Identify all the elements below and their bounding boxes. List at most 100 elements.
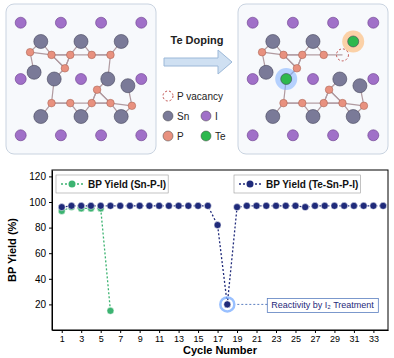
legend-item: BP Yield (Sn-P-I) (56, 175, 168, 193)
data-point (243, 202, 250, 209)
atom-legend-swatch (163, 91, 173, 101)
y-tick-mark (49, 279, 52, 280)
phosphorus-atom (298, 51, 306, 59)
y-axis: 20406080100120 (29, 171, 52, 331)
phosphorus-atom (280, 99, 288, 107)
phosphorus-atom (293, 64, 301, 72)
x-tick: 25 (291, 330, 301, 344)
data-point (273, 202, 280, 209)
x-tick-label: 19 (233, 334, 243, 344)
x-tick-mark (354, 330, 355, 333)
x-tick: 3 (79, 330, 84, 344)
sn-atom (353, 79, 367, 93)
data-point (311, 202, 318, 209)
data-point (146, 202, 153, 209)
iodine-atom (136, 130, 147, 141)
iodine-atom (76, 74, 87, 85)
x-tick-mark (159, 330, 160, 333)
sn-atom (34, 34, 48, 48)
iodine-atom (328, 130, 339, 141)
te-atom (281, 74, 292, 85)
phosphorus-atom (48, 99, 56, 107)
atom-legend-swatch (163, 111, 173, 121)
x-tick-mark (315, 330, 316, 333)
pristine-structure (6, 4, 156, 154)
legend-label: BP Yield (Sn-P-I) (88, 179, 166, 190)
y-tick: 60 (35, 248, 52, 259)
iodine-atom (55, 130, 66, 141)
phosphorus-atom (298, 99, 306, 107)
phosphorus-atom (107, 51, 115, 59)
data-point (87, 202, 94, 209)
phosphorus-atom (61, 64, 69, 72)
data-point (253, 202, 260, 209)
data-point (360, 202, 367, 209)
x-tick-mark (140, 330, 141, 333)
phosphorus-atom (93, 86, 101, 94)
annotation-highlight (220, 297, 234, 311)
legend-box (234, 175, 360, 193)
bonds (262, 41, 364, 116)
annotation-box (267, 298, 378, 312)
plot-frame (52, 170, 388, 330)
phosphorus-atom (128, 102, 136, 110)
iodine-atom (247, 17, 258, 28)
te-glow (342, 30, 364, 52)
x-tick-mark (198, 330, 199, 333)
x-tick: 21 (252, 330, 262, 344)
doping-arrow (164, 50, 232, 74)
sn-atom (266, 110, 280, 124)
x-tick: 27 (310, 330, 320, 344)
data-point (156, 202, 163, 209)
iodine-atom (287, 130, 298, 141)
y-tick-label: 80 (35, 222, 47, 233)
y-axis-line (52, 171, 53, 331)
sn-atom (34, 110, 48, 124)
iodine-atom (287, 17, 298, 28)
atom-legend-label: P (177, 131, 184, 142)
x-tick-mark (179, 330, 180, 333)
x-tick-mark (334, 330, 335, 333)
legend-box (56, 175, 168, 193)
y-tick-label: 40 (35, 274, 47, 285)
y-tick-mark (49, 304, 52, 305)
series-line (62, 207, 111, 311)
doped-structure (238, 4, 388, 154)
figure: Te DopingP vacancySnIPTe1357911131517192… (0, 0, 394, 358)
atom-legend-item: I (201, 111, 218, 122)
x-tick-mark (373, 330, 374, 333)
te-atom (348, 36, 359, 47)
phosphorus-atom (66, 99, 74, 107)
iodine-atom (136, 74, 147, 85)
p-vacancy (336, 49, 348, 61)
atom-legend-item: Te (201, 131, 226, 142)
data-point (107, 307, 114, 314)
plot-area (58, 202, 386, 314)
iodine-atom (247, 130, 258, 141)
x-tick-mark (81, 330, 82, 333)
x-tick-label: 29 (330, 334, 340, 344)
x-tick-mark (62, 330, 63, 333)
iodine-atom (15, 17, 26, 28)
x-tick-mark (237, 330, 238, 333)
y-tick: 40 (35, 274, 52, 285)
data-point (204, 202, 211, 209)
y-tick-mark (49, 228, 52, 229)
data-point (68, 202, 75, 209)
y-tick-mark (49, 253, 52, 254)
data-point (214, 222, 221, 229)
data-point (224, 301, 231, 308)
iodine-atom (308, 74, 319, 85)
x-tick-label: 11 (155, 334, 164, 344)
atom-legend-label: Sn (177, 111, 189, 122)
sn-atom (333, 72, 347, 86)
x-tick: 29 (330, 330, 340, 344)
atom-legend-label: P vacancy (177, 91, 223, 102)
data-point (195, 202, 202, 209)
x-tick-mark (295, 330, 296, 333)
y-tick: 100 (29, 197, 52, 208)
sn-atom (101, 72, 115, 86)
x-tick-label: 15 (194, 334, 204, 344)
x-tick: 19 (233, 330, 243, 344)
data-point (126, 202, 133, 209)
